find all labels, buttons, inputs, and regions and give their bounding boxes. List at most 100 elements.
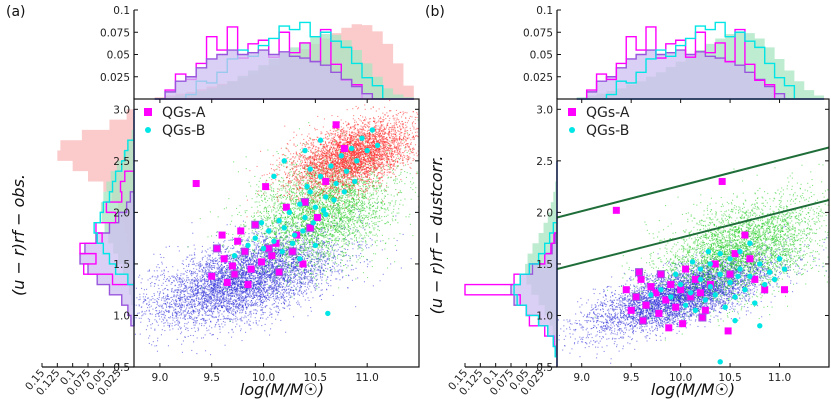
bg-point <box>326 259 328 261</box>
bg-point <box>201 268 203 270</box>
bg-point <box>285 253 287 255</box>
bg-point <box>260 309 262 311</box>
bg-point <box>232 287 234 289</box>
bg-point <box>319 252 321 254</box>
bg-point <box>223 288 225 290</box>
bg-point <box>138 305 140 307</box>
bg-point <box>287 244 289 246</box>
bg-point <box>233 304 235 306</box>
bg-point <box>228 268 230 270</box>
bg-point <box>257 295 259 297</box>
bg-point <box>207 283 209 285</box>
bg-point <box>228 258 230 260</box>
bg-point <box>235 265 237 267</box>
bg-point <box>236 257 238 259</box>
bg-point <box>251 281 253 283</box>
bg-point <box>304 243 306 245</box>
bg-point <box>240 254 242 256</box>
bg-point <box>242 304 244 306</box>
bg-point <box>280 214 282 216</box>
bg-point <box>264 239 266 241</box>
bg-point <box>245 290 247 292</box>
bg-point <box>276 311 278 313</box>
bg-point <box>279 246 281 248</box>
bg-point <box>263 290 265 292</box>
bg-point <box>249 259 251 261</box>
bg-point <box>249 320 251 322</box>
bg-point <box>244 298 246 300</box>
bg-point <box>275 266 277 268</box>
bg-point <box>197 330 199 332</box>
bg-point <box>284 263 286 265</box>
bg-point <box>245 307 247 309</box>
bg-point <box>183 315 185 317</box>
bg-point <box>237 286 239 288</box>
bg-point <box>272 265 274 267</box>
bg-point <box>253 294 255 296</box>
bg-point <box>157 291 159 293</box>
bg-point <box>277 281 279 283</box>
bg-point <box>180 289 182 291</box>
bg-point <box>228 311 230 313</box>
bg-point <box>221 291 223 293</box>
bg-point <box>259 255 261 257</box>
bg-point <box>204 270 206 272</box>
bg-point <box>247 259 249 261</box>
bg-point <box>236 317 238 319</box>
bg-point <box>361 237 363 239</box>
bg-point <box>252 256 254 258</box>
bg-point <box>247 277 249 279</box>
bg-point <box>279 264 281 266</box>
bg-point <box>238 261 240 263</box>
bg-point <box>218 284 220 286</box>
bg-point <box>256 233 258 235</box>
bg-point <box>184 300 186 302</box>
bg-point <box>207 280 209 282</box>
bg-point <box>308 265 310 267</box>
bg-point <box>290 271 292 273</box>
bg-point <box>242 297 244 299</box>
bg-point <box>274 284 276 286</box>
bg-point <box>189 316 191 318</box>
bg-point <box>218 282 220 284</box>
bg-point <box>275 253 277 255</box>
bg-point <box>169 317 171 319</box>
bg-point <box>217 300 219 302</box>
bg-point <box>245 298 247 300</box>
bg-point <box>215 235 217 237</box>
bg-point <box>270 276 272 278</box>
bg-point <box>150 324 152 326</box>
bg-point <box>228 332 230 334</box>
bg-point <box>156 345 158 347</box>
bg-point <box>188 279 190 281</box>
bg-point <box>190 334 192 336</box>
bg-point <box>144 296 146 298</box>
bg-point <box>208 290 210 292</box>
bg-point <box>288 305 290 307</box>
bg-point <box>221 293 223 295</box>
bg-point <box>237 293 239 295</box>
bg-point <box>210 354 212 356</box>
bg-point <box>243 274 245 276</box>
bg-point <box>168 311 170 313</box>
bg-point <box>212 266 214 268</box>
bg-point <box>156 312 158 314</box>
bg-point <box>236 282 238 284</box>
bg-point <box>245 261 247 263</box>
bg-point <box>216 287 218 289</box>
bg-point <box>204 287 206 289</box>
bg-point <box>191 287 193 289</box>
bg-point <box>273 248 275 250</box>
bg-point <box>336 243 338 245</box>
bg-point <box>235 258 237 260</box>
bg-point <box>235 268 237 270</box>
bg-point <box>288 261 290 263</box>
bg-point <box>249 248 251 250</box>
bg-point <box>268 287 270 289</box>
bg-point <box>181 279 183 281</box>
bg-point <box>216 267 218 269</box>
bg-point <box>198 262 200 264</box>
bg-point <box>211 287 213 289</box>
bg-point <box>260 289 262 291</box>
bg-point <box>251 252 253 254</box>
